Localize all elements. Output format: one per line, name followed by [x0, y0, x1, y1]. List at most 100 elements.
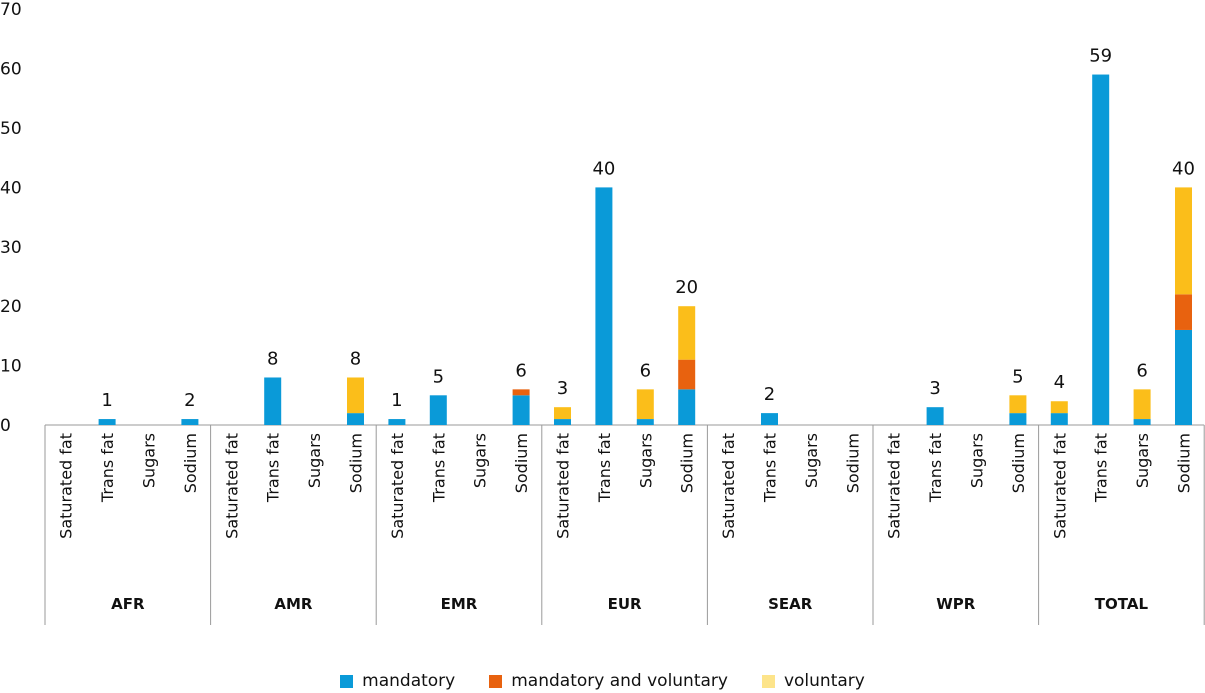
bar-segment-mandatory	[926, 407, 944, 425]
category-label: Sugars	[305, 433, 324, 488]
data-label: 6	[515, 360, 526, 381]
bar-segment-voluntary	[1175, 187, 1192, 295]
data-label: 3	[929, 378, 940, 399]
category-label: Trans fat	[926, 433, 945, 503]
category-label: Saturated fat	[554, 433, 573, 539]
category-label: Saturated fat	[222, 433, 241, 539]
legend-label-voluntary: voluntary	[783, 671, 865, 691]
y-tick-label: 0	[0, 416, 11, 436]
data-labels: 1 2 8 8 1 5 6 3 40 6 20 2 3 5 4 59 6 40	[101, 46, 1195, 412]
group-label: AMR	[274, 595, 313, 613]
legend-item-voluntary: voluntary	[761, 671, 865, 691]
bar-segment-mandatory	[181, 419, 199, 425]
category-label: Trans fat	[1092, 433, 1111, 503]
y-tick-label: 20	[0, 297, 22, 317]
category-label: Sodium	[347, 433, 366, 493]
category-label: Saturated fat	[885, 433, 904, 539]
data-label: 40	[592, 158, 615, 179]
bar-segment-voluntary	[347, 377, 364, 414]
category-label: Sugars	[968, 433, 987, 488]
category-label: Sodium	[512, 433, 531, 493]
y-tick-label: 10	[0, 357, 22, 377]
category-labels: Saturated fat Trans fat Sugars Sodium Satura…	[57, 433, 1194, 539]
data-label: 1	[391, 390, 402, 411]
bar-segment-mandatory	[388, 419, 406, 425]
legend-label-mandatory-and-voluntary: mandatory and voluntary	[511, 671, 728, 691]
category-label: Trans fat	[264, 433, 283, 503]
y-tick-label: 40	[0, 178, 22, 198]
bars	[98, 74, 1192, 425]
category-label: Sugars	[140, 433, 159, 488]
group-label: EMR	[441, 595, 478, 613]
y-tick-label: 60	[0, 60, 22, 80]
category-label: Trans fat	[595, 433, 614, 503]
legend-swatch-voluntary	[761, 674, 775, 688]
bar-segment-mandatory	[264, 377, 282, 425]
data-label: 2	[764, 384, 775, 405]
bar-segment-mandatory	[1133, 419, 1151, 425]
category-label: Sodium	[678, 433, 697, 493]
category-label: Saturated fat	[719, 433, 738, 539]
data-label: 8	[267, 348, 278, 369]
bar-segment-mandatory	[1009, 413, 1027, 425]
legend-item-mandatory-and-voluntary: mandatory and voluntary	[489, 671, 728, 691]
data-label: 8	[350, 348, 361, 369]
bar-segment-mandatory	[678, 389, 696, 425]
bar-segment-mandatory	[595, 187, 613, 425]
category-label: Saturated fat	[57, 433, 76, 539]
data-label: 2	[184, 390, 195, 411]
category-label: Saturated fat	[388, 433, 407, 539]
data-label: 4	[1054, 372, 1065, 393]
category-label: Saturated fat	[1050, 433, 1069, 539]
legend-item-mandatory: mandatory	[340, 671, 455, 691]
category-label: Trans fat	[98, 433, 117, 503]
bar-segment-voluntary	[1133, 389, 1151, 420]
bar-segment-mandatory	[554, 419, 571, 425]
category-label: Sugars	[636, 433, 655, 488]
legend-swatch-mandatory-and-voluntary	[489, 674, 503, 688]
legend: mandatory mandatory and voluntary volunt…	[0, 670, 1205, 692]
category-label: Trans fat	[761, 433, 780, 503]
group-labels: AFR AMR EMR EUR SEAR WPR TOTAL	[111, 595, 1148, 613]
bar-segment-voluntary	[678, 306, 696, 360]
group-label: WPR	[936, 595, 976, 613]
bar-segment-mandatory-and-voluntary	[678, 359, 696, 390]
legend-swatch-mandatory	[340, 674, 354, 688]
bar-segment-mandatory	[512, 395, 530, 425]
data-label: 1	[101, 390, 112, 411]
y-tick-label: 50	[0, 119, 22, 139]
bar-segment-voluntary	[1050, 401, 1068, 414]
category-label: Sodium	[1009, 433, 1028, 493]
bar-segment-mandatory	[429, 395, 447, 425]
bar-segment-mandatory	[1175, 329, 1192, 425]
data-label: 6	[1136, 360, 1147, 381]
data-label: 40	[1172, 158, 1195, 179]
group-label: AFR	[111, 595, 145, 613]
y-tick-label: 30	[0, 238, 22, 258]
data-label: 59	[1089, 46, 1112, 67]
data-label: 6	[640, 360, 651, 381]
category-label: Sodium	[1175, 433, 1194, 493]
category-label: Sugars	[471, 433, 490, 488]
bar-segment-mandatory	[1092, 74, 1110, 425]
bar-segment-mandatory	[1050, 413, 1068, 425]
legend-label-mandatory: mandatory	[362, 671, 456, 691]
bar-segment-voluntary	[636, 389, 654, 420]
data-label: 5	[1012, 366, 1023, 387]
group-label: EUR	[608, 595, 642, 613]
bar-segment-mandatory	[761, 413, 778, 425]
bar-segment-voluntary	[554, 407, 571, 420]
category-label: Sugars	[1133, 433, 1152, 488]
y-tick-label: 70	[0, 0, 22, 20]
group-label: SEAR	[768, 595, 813, 613]
bar-segment-mandatory-and-voluntary	[512, 389, 530, 396]
bar-segment-mandatory	[98, 419, 116, 425]
bar-segment-mandatory	[636, 419, 654, 425]
category-label: Sugars	[802, 433, 821, 488]
data-label: 5	[433, 366, 444, 387]
category-label: Sodium	[181, 433, 200, 493]
bar-segment-mandatory	[347, 413, 364, 425]
category-label: Sodium	[843, 433, 862, 493]
data-label: 20	[675, 277, 698, 298]
